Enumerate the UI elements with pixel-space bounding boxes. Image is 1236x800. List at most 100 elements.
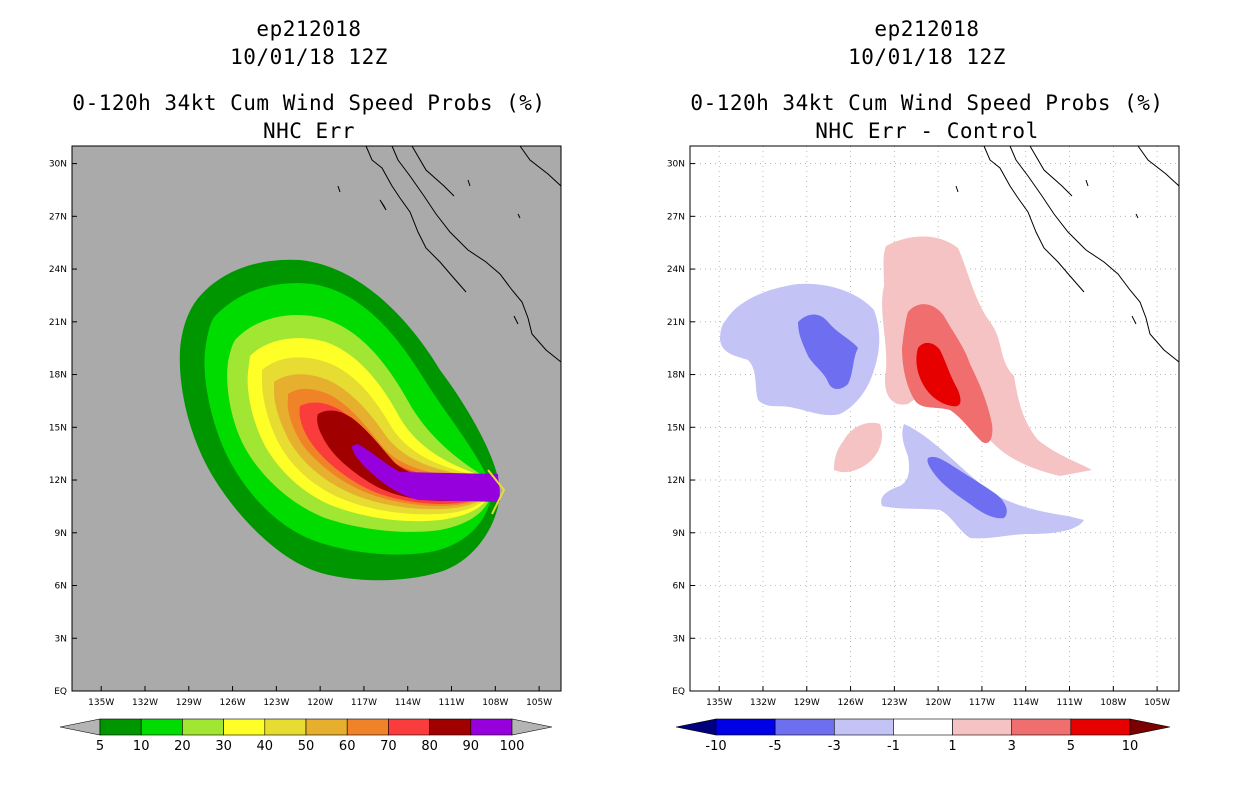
colorbar-label: -5 <box>769 739 782 754</box>
lat-label: 12N <box>667 476 685 486</box>
lat-label: 27N <box>49 212 67 222</box>
panel-right: ep212018 10/01/18 12Z 0-120h 34kt Cum Wi… <box>618 0 1236 800</box>
map-left: 30N 27N 24N 21N 18N 15N 12N 9N 6N 3N EQ 135W 132W 129… <box>49 145 562 754</box>
map-frame <box>71 145 562 692</box>
colorbar-label: 40 <box>257 739 274 754</box>
colorbar-swatch <box>388 718 430 736</box>
contour-positive-5 <box>916 342 961 407</box>
lon-label: 111W <box>1056 698 1082 708</box>
lon-label: 111W <box>438 698 464 708</box>
lat-label: 12N <box>49 476 67 486</box>
lon-label: 123W <box>881 698 907 708</box>
lon-label: 129W <box>794 698 820 708</box>
lon-label: 126W <box>220 698 246 708</box>
colorbar-label: 30 <box>215 739 232 754</box>
contour-negative-3b <box>927 456 1007 519</box>
contour-100-outline <box>487 469 506 515</box>
lon-label: 132W <box>132 698 158 708</box>
lon-label: 126W <box>838 698 864 708</box>
colorbar-label: -1 <box>887 739 900 754</box>
lat-label: 27N <box>667 212 685 222</box>
lon-label: 117W <box>969 698 995 708</box>
lat-label: 9N <box>55 529 67 539</box>
lat-label: 3N <box>55 634 67 644</box>
lat-label: EQ <box>672 687 685 697</box>
colorbar-label: 90 <box>463 739 480 754</box>
contour-90 <box>352 444 500 502</box>
colorbar-label: -3 <box>828 739 841 754</box>
lon-label: 135W <box>706 698 732 708</box>
lat-label: 21N <box>667 318 685 328</box>
colorbar-low-arrow <box>59 718 101 736</box>
colorbar-high-arrow <box>1129 718 1171 736</box>
lat-label: 30N <box>667 160 685 170</box>
lon-label: 114W <box>1013 698 1039 708</box>
contour-positive-1b <box>834 422 883 473</box>
map-right: 30N 27N 24N 21N 18N 15N 12N 9N 6N 3N EQ 135W 132W 129… <box>667 145 1180 754</box>
colorbar-label: 80 <box>421 739 438 754</box>
lat-label: 21N <box>49 318 67 328</box>
lat-label: 24N <box>667 265 685 275</box>
colorbar-swatch <box>1070 718 1131 736</box>
storm-id: ep212018 <box>874 17 980 41</box>
lon-label: 117W <box>351 698 377 708</box>
lat-label: 18N <box>49 371 67 381</box>
lon-label: 123W <box>263 698 289 708</box>
lon-label: 105W <box>1144 698 1170 708</box>
lon-label: 135W <box>88 698 114 708</box>
lat-label: EQ <box>54 687 67 697</box>
coastline <box>955 145 1180 363</box>
colorbar-swatch <box>346 718 389 736</box>
lat-label: 3N <box>673 634 685 644</box>
lon-label: 129W <box>176 698 202 708</box>
colorbar-label: 50 <box>298 739 315 754</box>
colorbar-label: 1 <box>948 739 956 754</box>
colorbar-swatch <box>774 718 835 736</box>
lat-label: 15N <box>49 423 67 433</box>
colorbar-label: 20 <box>174 739 191 754</box>
colorbar-label: 100 <box>500 739 525 754</box>
colorbar-swatch <box>140 718 183 736</box>
storm-id: ep212018 <box>256 17 362 41</box>
probability-contours <box>179 259 506 581</box>
axis-ticks: 30N 27N 24N 21N 18N 15N 12N 9N 6N 3N EQ 135W 132W 129… <box>49 160 552 708</box>
colorbar-label: -10 <box>705 739 726 754</box>
contour-negative-1b <box>881 424 1084 539</box>
lon-label: 114W <box>395 698 421 708</box>
colorbar-label: 10 <box>1122 739 1139 754</box>
chart-title: 0-120h 34kt Cum Wind Speed Probs (%) <box>72 91 546 115</box>
lat-label: 15N <box>667 423 685 433</box>
colorbar-swatch <box>182 718 224 736</box>
chart-title: 0-120h 34kt Cum Wind Speed Probs (%) <box>690 91 1164 115</box>
colorbar-swatch <box>429 718 472 736</box>
lon-label: 132W <box>750 698 776 708</box>
coastline <box>337 145 562 363</box>
lat-label: 9N <box>673 529 685 539</box>
lon-label: 120W <box>307 698 333 708</box>
chart-subtitle: NHC Err <box>262 119 355 143</box>
colorbar-swatch <box>833 718 894 736</box>
forecast-date: 10/01/18 12Z <box>848 45 1006 69</box>
colorbar-label: 10 <box>133 739 150 754</box>
colorbar-swatch <box>99 718 142 736</box>
colorbar-swatch <box>264 718 307 736</box>
axis-ticks: 30N 27N 24N 21N 18N 15N 12N 9N 6N 3N EQ 135W 132W 129… <box>667 160 1170 708</box>
gridlines <box>690 146 1179 691</box>
lon-label: 120W <box>925 698 951 708</box>
map-background <box>690 146 1179 691</box>
lat-label: 24N <box>49 265 67 275</box>
colorbar-high-arrow <box>511 718 553 736</box>
contour-80 <box>317 410 500 501</box>
chart-subtitle: NHC Err - Control <box>815 119 1039 143</box>
colorbar-swatch <box>715 718 776 736</box>
lat-label: 18N <box>667 371 685 381</box>
colorbar-label: 5 <box>96 739 104 754</box>
colorbar-swatch <box>223 718 266 736</box>
colorbar-label: 3 <box>1008 739 1016 754</box>
lon-label: 108W <box>1100 698 1126 708</box>
colorbar-low-arrow <box>675 718 717 736</box>
colorbar: 5 10 20 30 40 50 60 70 80 90 100 <box>59 718 553 754</box>
colorbar-label: 5 <box>1067 739 1075 754</box>
colorbar-swatch <box>952 718 1013 736</box>
colorbar-swatch <box>893 718 953 736</box>
